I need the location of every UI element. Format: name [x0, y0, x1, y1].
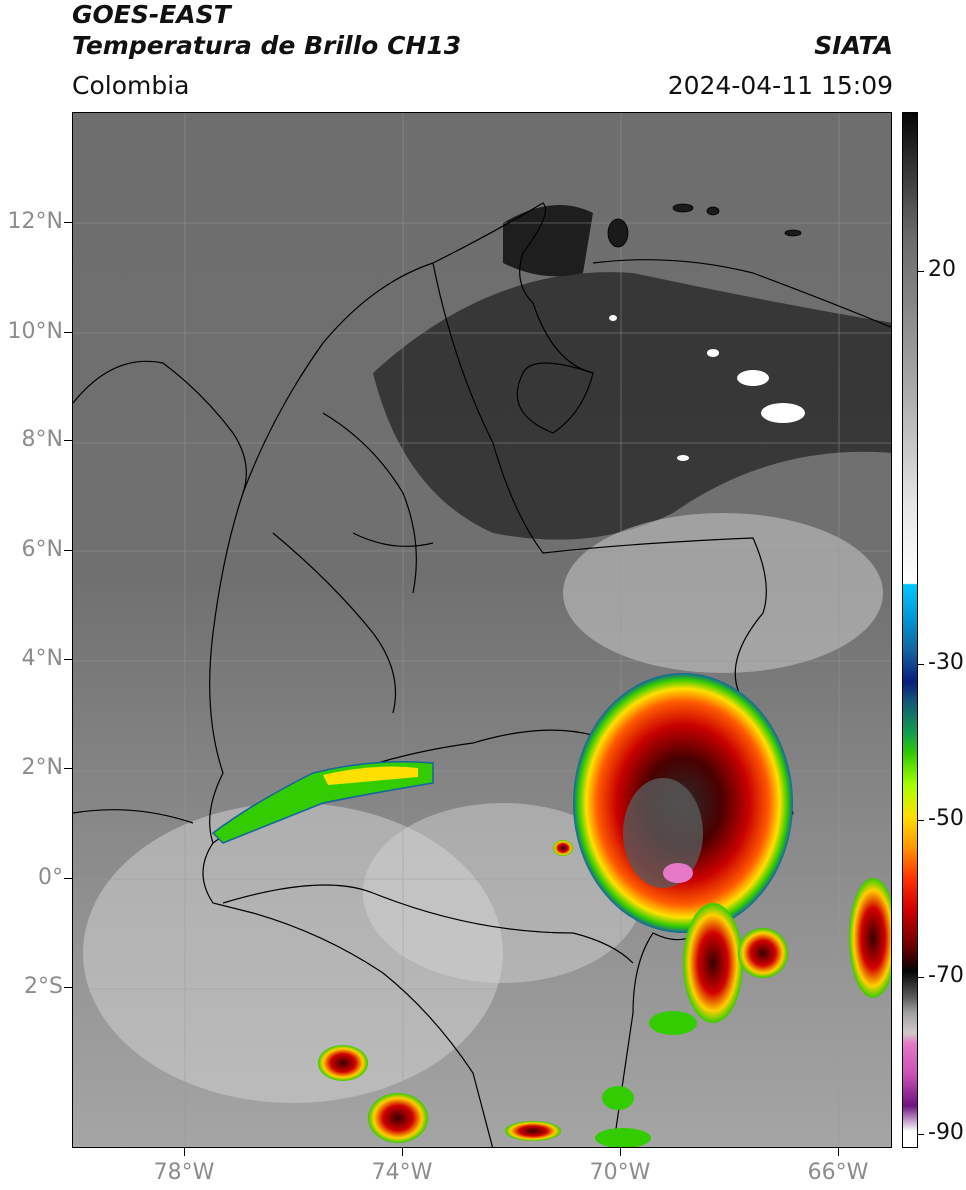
colorbar-tick: [918, 664, 924, 665]
lat-tick: [64, 659, 72, 660]
lon-label-70w: 70°W: [589, 1160, 651, 1185]
colorbar-label-minus50: -50: [928, 806, 964, 831]
lat-label-2s: 2°S: [24, 974, 63, 999]
lat-label-8n: 8°N: [21, 427, 63, 452]
lon-tick: [620, 1148, 621, 1156]
lon-tick: [838, 1148, 839, 1156]
satellite-map[interactable]: [72, 112, 892, 1148]
colorbar-label-20: 20: [928, 257, 956, 282]
colorbar-label-minus90: -90: [928, 1120, 964, 1145]
lat-tick: [64, 878, 72, 879]
lat-tick: [64, 550, 72, 551]
lat-tick: [64, 222, 72, 223]
lat-label-10n: 10°N: [7, 319, 63, 344]
datetime-label: 2024-04-11 15:09: [667, 71, 893, 100]
colorbar-tick: [918, 820, 924, 821]
colorbar-tick: [918, 271, 924, 272]
map-canvas: [73, 113, 891, 1147]
lon-label-78w: 78°W: [153, 1160, 215, 1185]
lat-label-4n: 4°N: [21, 646, 63, 671]
temperature-colorbar: [902, 112, 918, 1148]
lat-label-0: 0°: [38, 865, 63, 890]
satellite-title: GOES-EAST: [72, 0, 231, 29]
lon-label-66w: 66°W: [807, 1160, 869, 1185]
agency-label: SIATA: [814, 31, 893, 60]
lat-tick: [64, 987, 72, 988]
lat-label-2n: 2°N: [21, 755, 63, 780]
lat-tick: [64, 768, 72, 769]
region-label: Colombia: [72, 71, 190, 100]
product-title: Temperatura de Brillo CH13: [72, 31, 462, 60]
lon-label-74w: 74°W: [371, 1160, 433, 1185]
lat-tick: [64, 440, 72, 441]
lon-tick: [402, 1148, 403, 1156]
lat-label-12n: 12°N: [7, 209, 63, 234]
colorbar-label-minus70: -70: [928, 963, 964, 988]
lon-tick: [184, 1148, 185, 1156]
colorbar-label-minus30: -30: [928, 650, 964, 675]
colorbar-tick: [918, 1134, 924, 1135]
colorbar-tick: [918, 977, 924, 978]
lat-tick: [64, 332, 72, 333]
lat-label-6n: 6°N: [21, 537, 63, 562]
